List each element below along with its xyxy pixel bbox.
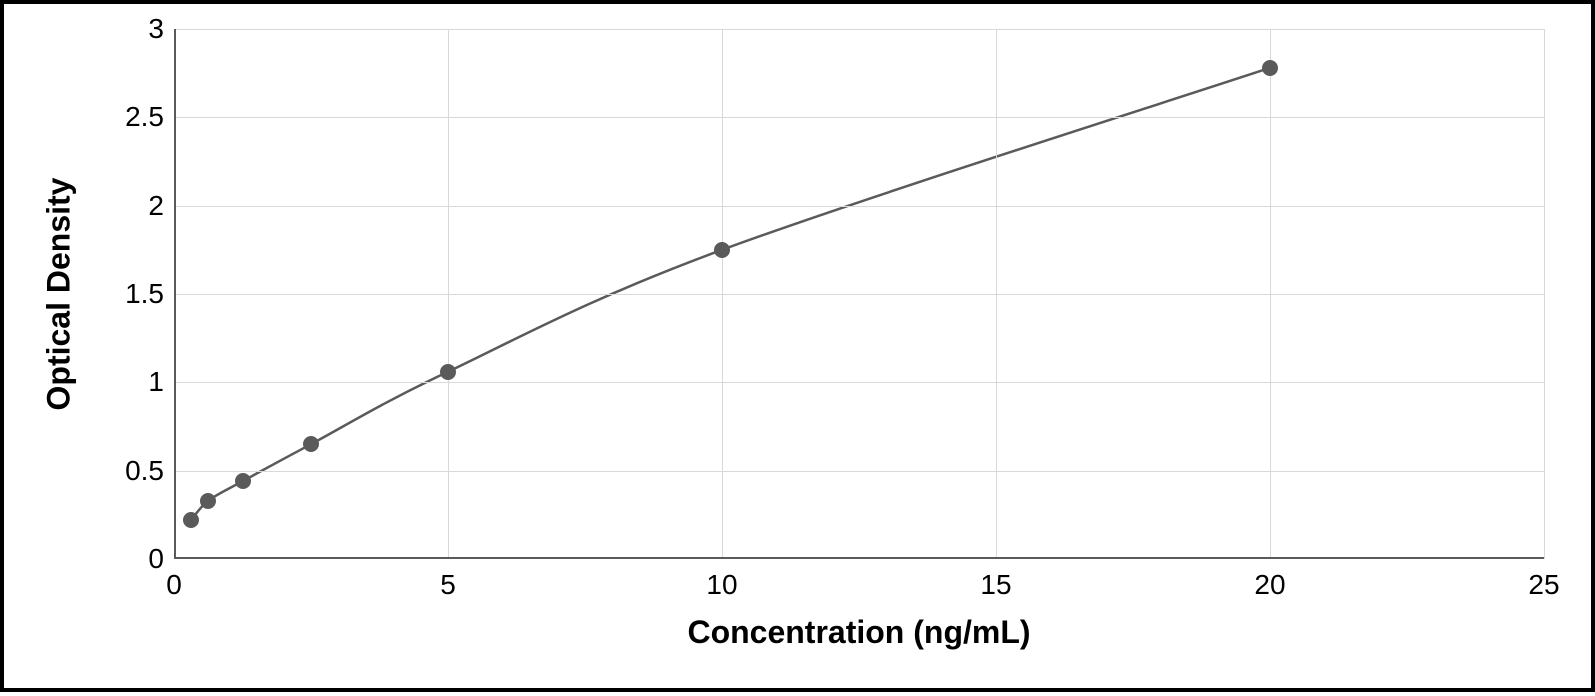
x-axis-title: Concentration (ng/mL)	[687, 614, 1030, 651]
data-point	[183, 512, 199, 528]
data-point	[440, 364, 456, 380]
x-axis-line	[174, 557, 1544, 559]
grid-line-horizontal	[174, 117, 1544, 118]
y-tick-label: 0.5	[114, 455, 164, 487]
y-axis-line	[174, 29, 176, 559]
x-tick-label: 5	[440, 569, 456, 601]
y-axis-title: Optical Density	[41, 178, 78, 411]
data-point	[200, 493, 216, 509]
x-tick-label: 10	[706, 569, 737, 601]
x-tick-label: 0	[166, 569, 182, 601]
grid-line-horizontal	[174, 382, 1544, 383]
y-tick-label: 1	[114, 366, 164, 398]
y-tick-label: 3	[114, 13, 164, 45]
data-point	[714, 242, 730, 258]
data-point	[303, 436, 319, 452]
y-tick-label: 2	[114, 190, 164, 222]
data-point	[235, 473, 251, 489]
grid-line-vertical	[1544, 29, 1545, 559]
data-point	[1262, 60, 1278, 76]
x-tick-label: 15	[980, 569, 1011, 601]
y-tick-label: 0	[114, 543, 164, 575]
chart-frame: Optical Density Concentration (ng/mL) 0 5…	[0, 0, 1595, 692]
grid-line-horizontal	[174, 471, 1544, 472]
grid-line-horizontal	[174, 206, 1544, 207]
chart-area: Optical Density Concentration (ng/mL) 0 5…	[4, 4, 1595, 696]
x-tick-label: 25	[1528, 569, 1559, 601]
grid-line-horizontal	[174, 29, 1544, 30]
y-tick-label: 2.5	[114, 101, 164, 133]
plot-area	[174, 29, 1544, 559]
x-tick-label: 20	[1254, 569, 1285, 601]
grid-line-horizontal	[174, 294, 1544, 295]
y-tick-label: 1.5	[114, 278, 164, 310]
